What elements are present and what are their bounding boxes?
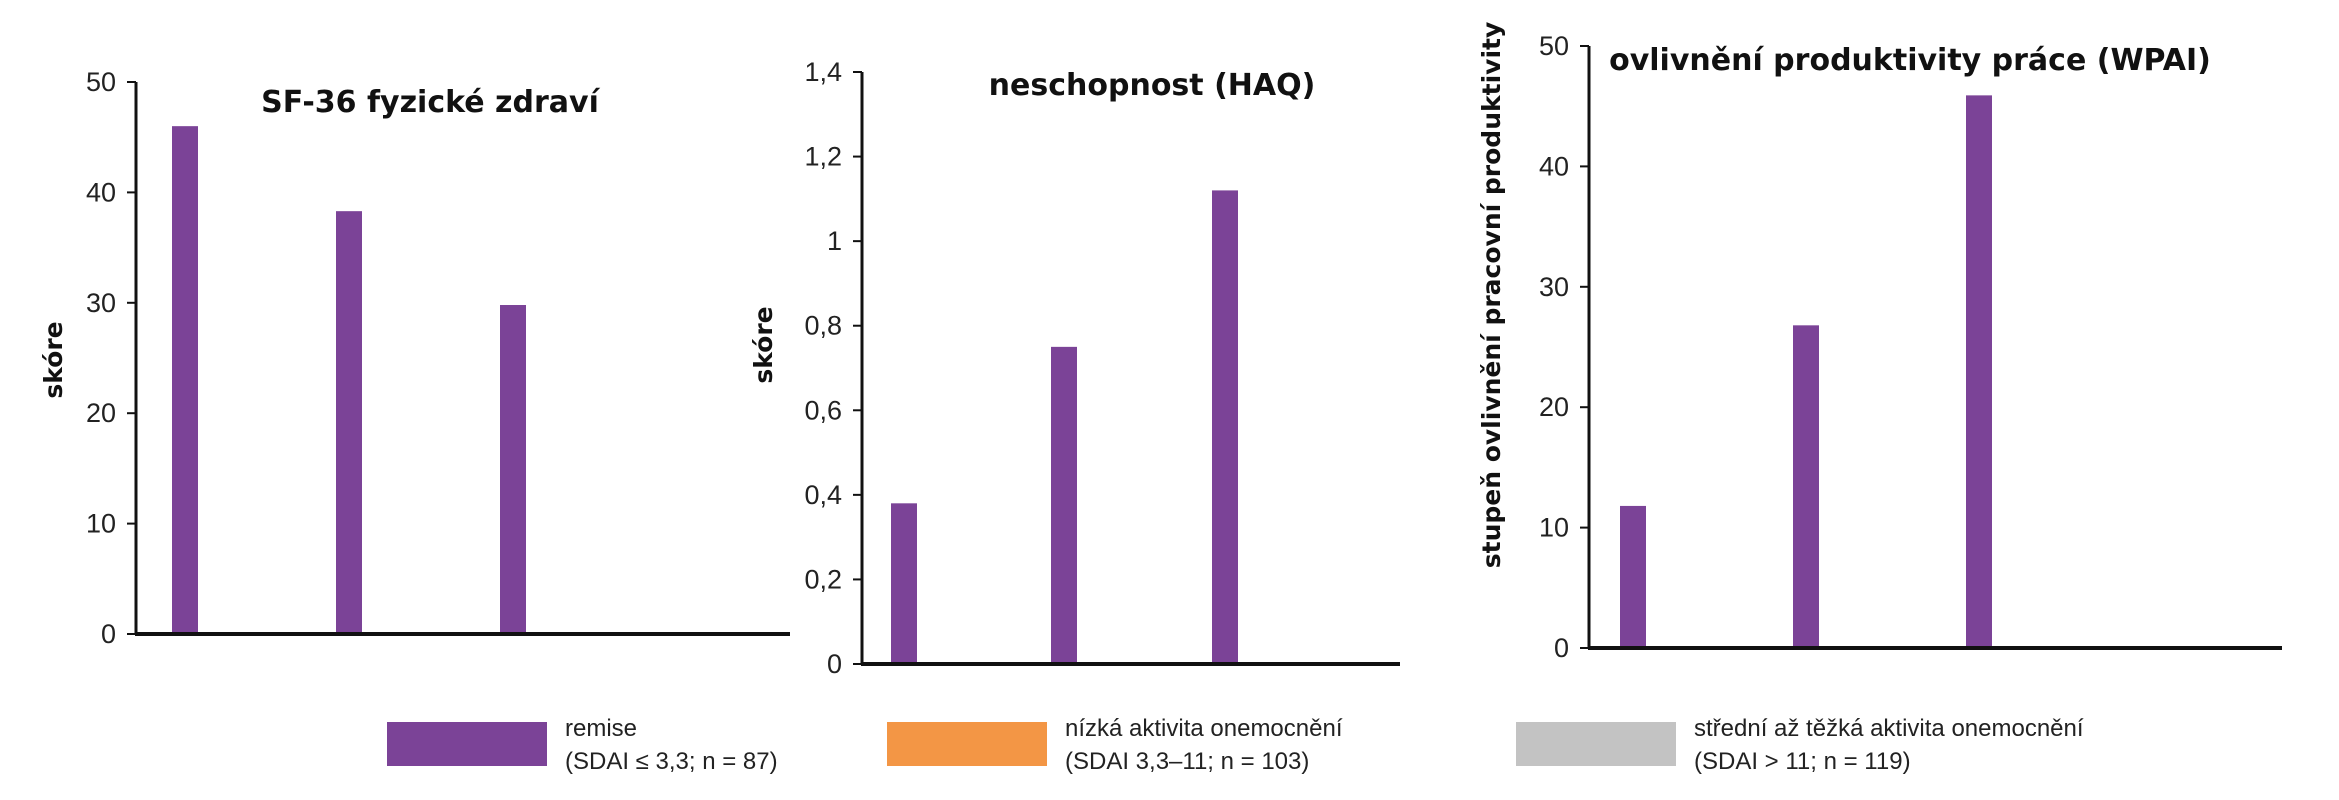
y-tick-label-chart1-1: 10 — [86, 509, 116, 539]
legend-label-remise: remise — [565, 715, 638, 742]
legend-label-low-activity: nízká aktivita onemocnění — [1065, 715, 1343, 742]
bar-chart3-3 — [1966, 95, 1992, 648]
y-tick-label-chart1-3: 30 — [86, 288, 116, 318]
bar-chart1-3 — [500, 305, 526, 634]
y-tick-label-chart3-2: 20 — [1539, 392, 1569, 422]
y-tick-label-chart1-2: 20 — [86, 398, 116, 428]
legend-swatch-low-activity — [887, 722, 1047, 766]
y-tick-label-chart3-4: 40 — [1539, 151, 1569, 181]
y-axis-label-chart1: skóre — [39, 321, 68, 398]
bar-chart3-1 — [1620, 505, 1646, 648]
y-tick-label-chart2-1: 0,2 — [804, 564, 842, 594]
y-tick-label-chart2-6: 1,2 — [804, 142, 842, 172]
y-tick-label-chart2-7: 1,4 — [804, 57, 842, 87]
bar-chart1-1 — [172, 126, 198, 634]
chart-title-2: neschopnost (HAQ) — [989, 68, 1316, 103]
y-tick-label-chart2-4: 0,8 — [804, 311, 842, 341]
bar-chart1-2 — [336, 211, 362, 634]
legend-sublabel-remise: (SDAI ≤ 3,3; n = 87) — [565, 748, 778, 775]
y-tick-label-chart1-5: 50 — [86, 67, 116, 97]
y-tick-label-chart2-2: 0,4 — [804, 480, 842, 510]
y-tick-label-chart2-5: 1 — [827, 226, 842, 256]
y-tick-label-chart3-3: 30 — [1539, 272, 1569, 302]
y-tick-label-chart2-3: 0,6 — [804, 395, 842, 425]
y-axis-label-chart2: skóre — [749, 306, 778, 383]
chart-title-1: SF-36 fyzické zdraví — [261, 85, 600, 120]
chart-title-3: ovlivnění produktivity práce (WPAI) — [1609, 43, 2211, 78]
bar-chart2-2 — [1051, 346, 1077, 664]
y-axis-label-chart3: stupeň ovlivnění pracovní produktivity — [1477, 22, 1506, 569]
legend-swatch-remise — [387, 722, 547, 766]
y-tick-label-chart3-5: 50 — [1539, 31, 1569, 61]
y-tick-label-chart1-0: 0 — [101, 619, 116, 649]
bar-chart3-2 — [1793, 325, 1819, 648]
y-tick-label-chart3-1: 10 — [1539, 513, 1569, 543]
y-tick-label-chart3-0: 0 — [1554, 633, 1569, 663]
legend-swatch-high-activity — [1516, 722, 1676, 766]
bar-chart2-1 — [891, 503, 917, 664]
legend-label-high-activity: střední až těžká aktivita onemocnění — [1694, 715, 2084, 742]
legend-sublabel-low-activity: (SDAI 3,3–11; n = 103) — [1065, 748, 1310, 775]
y-tick-label-chart2-0: 0 — [827, 649, 842, 679]
bar-chart2-3 — [1212, 190, 1238, 664]
legend-sublabel-high-activity: (SDAI > 11; n = 119) — [1694, 748, 1911, 775]
y-tick-label-chart1-4: 40 — [86, 177, 116, 207]
